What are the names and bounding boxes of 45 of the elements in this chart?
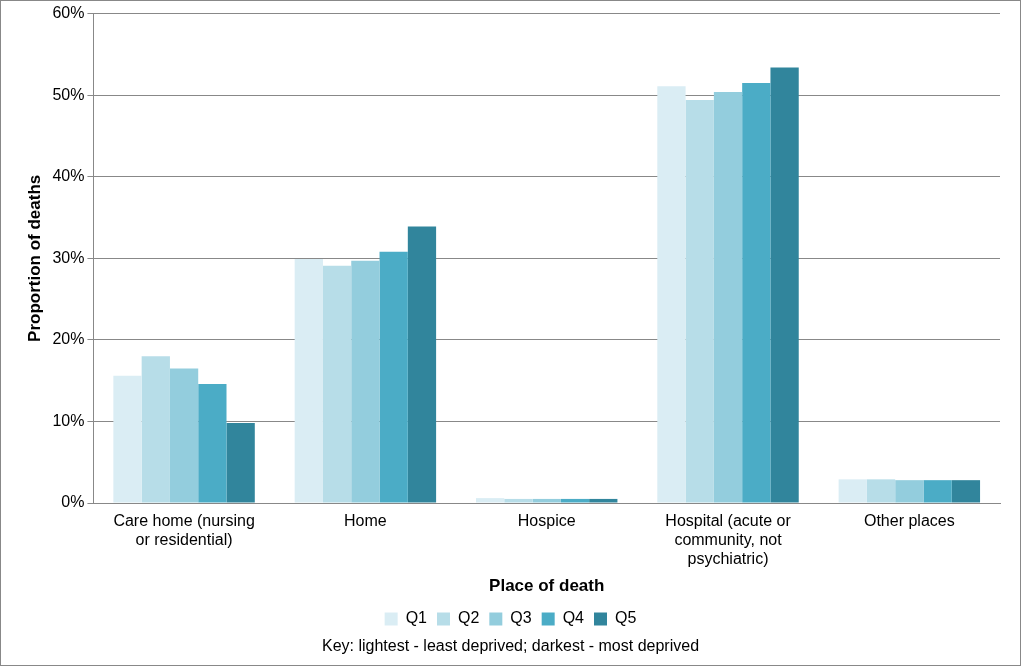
- y-tick-label: 0%: [61, 493, 85, 511]
- y-axis-title: Proportion of deaths: [24, 174, 44, 342]
- bar: [560, 498, 590, 503]
- bar: [742, 82, 771, 503]
- bar: [351, 260, 380, 503]
- bar: [838, 479, 867, 503]
- legend-label: Q1: [405, 609, 428, 627]
- bar: [322, 265, 352, 503]
- legend-label: Q3: [510, 609, 532, 627]
- y-tick-label: 20%: [52, 330, 85, 348]
- y-tick-label: 30%: [52, 248, 85, 266]
- bar: [923, 480, 952, 503]
- x-tick-label: Hospital (acute or community, not psychiatric): [665, 512, 792, 568]
- bar: [141, 356, 170, 503]
- bar: [379, 251, 408, 503]
- bar: [951, 480, 981, 503]
- bar: [226, 423, 255, 503]
- y-tick-label: 50%: [52, 85, 85, 103]
- text: Key: lightest - least deprived; darkest - most deprived: [320, 637, 701, 655]
- bar: [685, 100, 714, 503]
- legend-label: Q5: [615, 609, 637, 627]
- bar: [866, 479, 896, 503]
- bar: [895, 480, 924, 503]
- bar: [169, 368, 199, 503]
- bar: [294, 259, 323, 503]
- bar: [657, 86, 686, 503]
- bar: [407, 226, 437, 503]
- legend-label: Q2: [457, 609, 480, 627]
- x-tick-label: Hospice: [517, 512, 576, 530]
- bar: [532, 498, 561, 503]
- x-tick-label: Other places: [863, 512, 955, 530]
- bar: [770, 67, 799, 503]
- bar: [198, 383, 227, 503]
- bar: [589, 498, 618, 503]
- y-tick-label: 60%: [52, 4, 85, 22]
- bar: [713, 91, 743, 503]
- legend-label: Q4: [562, 609, 585, 627]
- y-tick-label: 10%: [52, 411, 85, 429]
- bar: [504, 498, 533, 503]
- x-tick-label: Home: [344, 512, 387, 530]
- x-tick-label: Care home (nursing or residential): [113, 512, 255, 549]
- bar: [113, 375, 142, 503]
- y-tick-label: 40%: [52, 167, 85, 185]
- bar: [476, 498, 505, 503]
- x-axis-title: Place of death: [489, 576, 605, 596]
